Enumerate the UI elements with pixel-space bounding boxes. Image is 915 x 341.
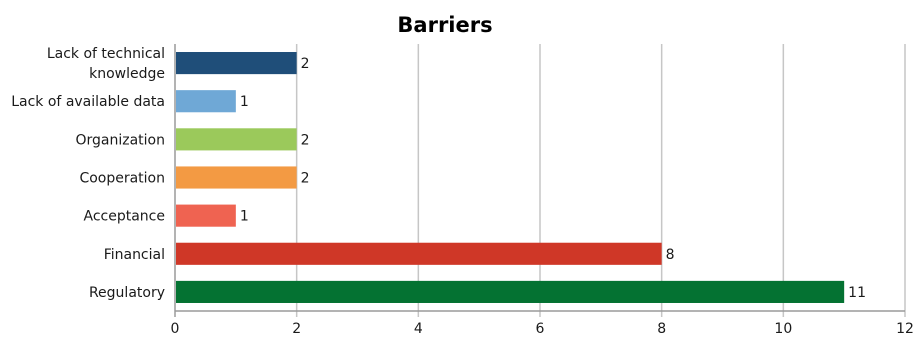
category-label: Lack of technical knowledge	[47, 46, 165, 82]
category-label: Organization	[75, 132, 165, 148]
bar	[176, 166, 297, 189]
data-label: 11	[848, 285, 866, 301]
grid-layer	[295, 44, 906, 317]
bar-layer	[176, 52, 845, 303]
bar	[176, 128, 297, 151]
category-label: Financial	[104, 247, 165, 263]
data-label: 8	[666, 247, 675, 263]
bar	[176, 242, 662, 265]
category-label-line: Organization	[75, 132, 165, 148]
category-label: Lack of available data	[11, 94, 165, 110]
category-label: Regulatory	[89, 285, 165, 301]
bar	[176, 52, 297, 75]
category-label-line: Financial	[104, 247, 165, 263]
category-label-line: knowledge	[89, 66, 165, 82]
data-label: 1	[240, 209, 249, 225]
category-label: Acceptance	[84, 209, 165, 225]
x-tick-label: 12	[896, 321, 914, 337]
category-label-line: Lack of technical	[47, 46, 165, 62]
bar	[176, 90, 236, 113]
bar	[176, 280, 845, 303]
x-tick-label: 8	[657, 321, 666, 337]
x-tick-label: 10	[774, 321, 792, 337]
x-tick-label: 4	[414, 321, 423, 337]
x-tick-label: 2	[292, 321, 301, 337]
x-tick-label: 0	[171, 321, 180, 337]
chart-title: Barriers	[397, 13, 492, 37]
bar	[176, 204, 236, 227]
axis-layer	[174, 44, 905, 317]
category-label-line: Acceptance	[84, 209, 165, 225]
x-tick-label: 6	[536, 321, 545, 337]
data-label: 1	[240, 94, 249, 110]
category-label-line: Lack of available data	[11, 94, 165, 110]
data-label: 2	[301, 56, 310, 72]
category-label-line: Cooperation	[79, 171, 165, 187]
data-label: 2	[301, 171, 310, 187]
category-label-line: Regulatory	[89, 285, 165, 301]
data-label: 2	[301, 132, 310, 148]
category-label: Cooperation	[79, 171, 165, 187]
